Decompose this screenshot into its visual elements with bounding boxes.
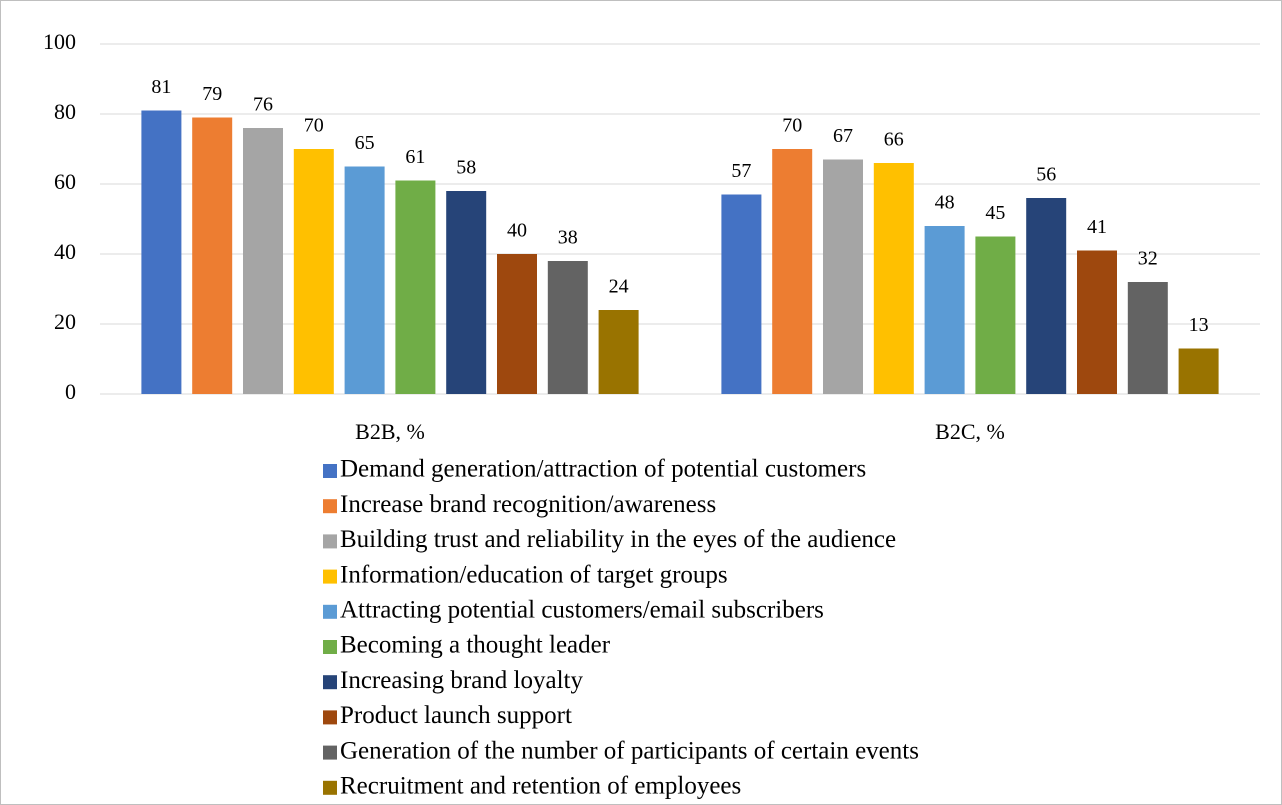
data-label: 66	[884, 129, 904, 151]
y-tick-label: 40	[54, 239, 76, 264]
bar	[823, 159, 863, 394]
bar	[924, 226, 965, 394]
x-tick-label: B2B, %	[355, 419, 425, 444]
y-tick-label: 60	[54, 169, 76, 194]
data-label: 40	[507, 220, 527, 242]
bar	[497, 254, 537, 394]
legend-swatch	[323, 745, 337, 760]
data-label: 41	[1087, 216, 1107, 238]
data-label: 61	[405, 146, 425, 168]
legend-label: Recruitment and retention of employees	[340, 773, 741, 800]
data-label: 58	[456, 157, 476, 179]
legend-swatch	[323, 464, 337, 478]
bar	[547, 261, 588, 394]
data-label: 32	[1138, 248, 1158, 270]
data-label: 38	[558, 227, 578, 249]
data-label: 76	[253, 94, 273, 116]
bar	[721, 194, 762, 394]
data-label: 48	[935, 192, 955, 214]
legend-swatch	[323, 534, 337, 549]
data-label: 45	[985, 202, 1005, 224]
data-label: 79	[202, 83, 222, 105]
data-label: 24	[609, 276, 629, 298]
legend-label: Increase brand recognition/awareness	[340, 491, 716, 518]
data-label: 65	[355, 132, 375, 154]
legend-label: Increasing brand loyalty	[340, 667, 583, 694]
legend-label: Generation of the number of participants…	[340, 737, 919, 764]
data-label: 70	[782, 115, 802, 137]
bar	[141, 110, 182, 394]
bar	[395, 180, 436, 394]
data-label: 67	[833, 125, 853, 147]
y-tick-label: 20	[54, 309, 76, 334]
bar	[772, 149, 813, 394]
legend-label: Information/education of target groups	[340, 561, 728, 588]
legend-swatch	[323, 710, 337, 725]
data-label: 81	[151, 76, 171, 98]
bar	[293, 149, 334, 394]
y-tick-label: 80	[54, 99, 76, 124]
legend-swatch	[323, 499, 337, 514]
bar	[975, 236, 1016, 394]
legend-label: Attracting potential customers/email sub…	[340, 597, 824, 624]
data-label: 56	[1036, 164, 1056, 186]
legend-label: Demand generation/attraction of potentia…	[340, 456, 866, 483]
legend-swatch	[323, 569, 337, 584]
legend-swatch	[323, 640, 337, 654]
legend-swatch	[323, 675, 337, 690]
bar	[1178, 348, 1219, 394]
bar	[1077, 250, 1117, 394]
bar	[1026, 198, 1067, 394]
bar	[873, 163, 914, 394]
bar	[243, 128, 283, 394]
legend-swatch	[323, 604, 337, 619]
legend-label: Product launch support	[340, 702, 572, 729]
y-tick-label: 0	[65, 379, 76, 404]
bar	[1127, 282, 1168, 394]
data-label: 70	[304, 115, 324, 137]
bar	[192, 117, 233, 394]
legend-swatch	[323, 780, 337, 795]
x-tick-label: B2C, %	[935, 419, 1005, 444]
bar	[446, 191, 487, 394]
data-label: 13	[1189, 314, 1209, 336]
legend-label: Becoming a thought leader	[340, 632, 611, 659]
y-tick-label: 100	[43, 29, 76, 54]
bar	[598, 310, 639, 394]
data-label: 57	[731, 160, 751, 182]
bar	[344, 166, 385, 394]
legend-label: Building trust and reliability in the ey…	[340, 526, 896, 553]
